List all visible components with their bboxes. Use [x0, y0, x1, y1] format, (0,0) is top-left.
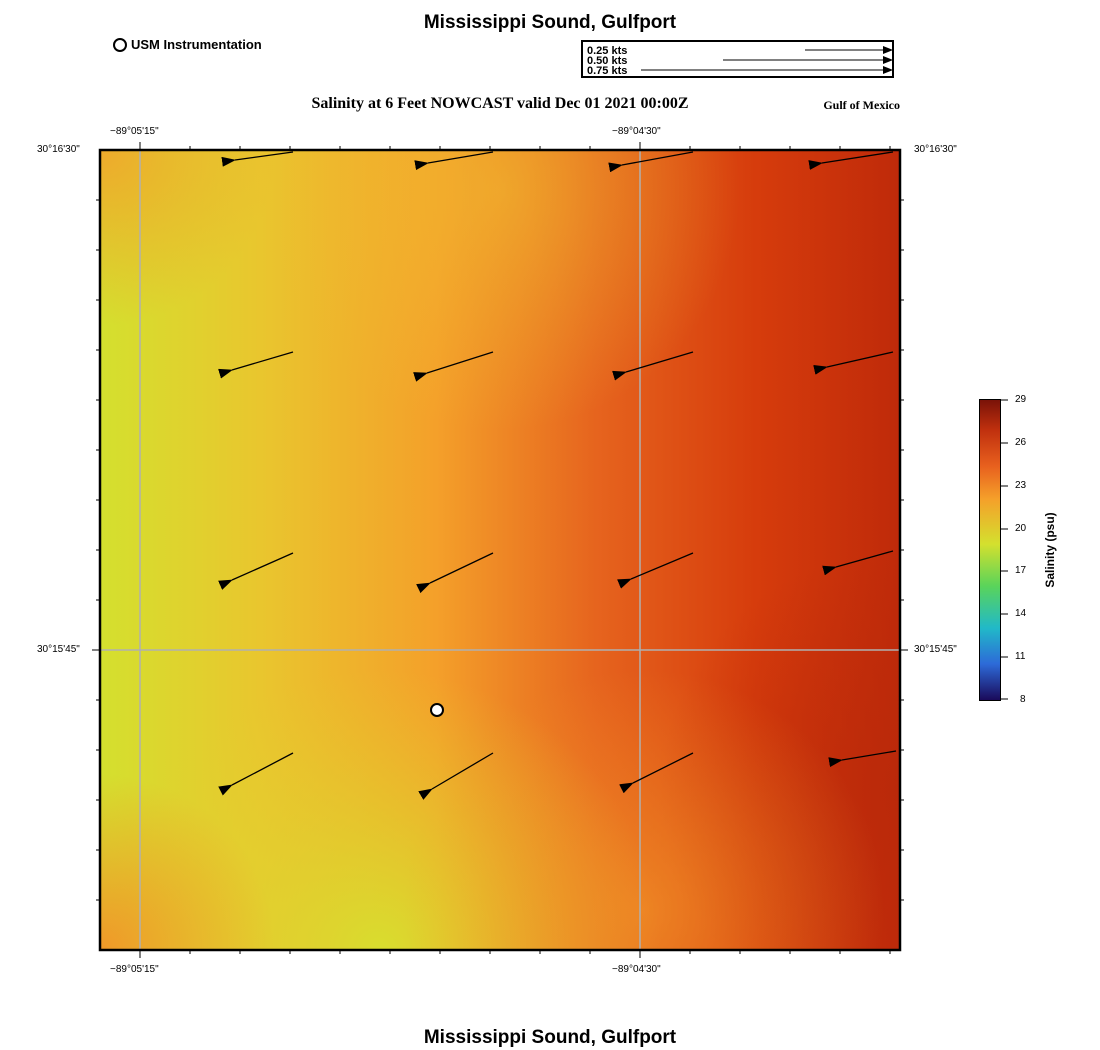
colorbar-tick-11: 11	[1015, 651, 1026, 662]
lat-label-left-2: 30°15'45"	[37, 644, 80, 655]
current-vector-r2-c1	[218, 351, 294, 379]
current-vector-r1-c3	[608, 151, 694, 173]
speed-scale-label-3: 0.75 kts	[587, 65, 628, 77]
instrumentation-legend: USM Instrumentation	[113, 37, 262, 52]
speed-scale-label-2: 0.50 kts	[587, 55, 628, 67]
current-vector-r3-c4	[822, 550, 894, 576]
current-vector-r4-c1	[218, 752, 294, 796]
colorbar-tick-marks	[1000, 399, 1008, 700]
current-vector-r2-c3	[612, 351, 694, 381]
map-subtitle: Salinity at 6 Feet NOWCAST valid Dec 01 …	[311, 95, 689, 112]
current-vector-r1-c2	[414, 151, 494, 171]
current-vector-r1-c4	[808, 151, 894, 170]
speed-scale-label-1: 0.25 kts	[587, 45, 628, 57]
salinity-colorbar	[979, 399, 1001, 701]
salinity-map	[92, 142, 908, 958]
lat-label-right-1: 30°16'30"	[914, 144, 957, 155]
speed-scale-arrows	[641, 46, 893, 74]
current-vector-r4-c4	[828, 750, 897, 768]
current-vector-r3-c3	[617, 552, 694, 589]
current-vector-r3-c2	[416, 552, 494, 594]
lon-label-top-1: −89°05'15"	[110, 126, 159, 137]
colorbar-tick-14: 14	[1015, 608, 1027, 619]
map-frame	[98, 148, 902, 952]
colorbar-tick-8: 8	[1020, 694, 1026, 705]
current-vector-r3-c1	[218, 552, 294, 590]
current-vector-r4-c3	[619, 752, 694, 794]
region-label: Gulf of Mexico	[823, 98, 900, 112]
colorbar-tick-23: 23	[1015, 480, 1027, 491]
lat-label-right-2: 30°15'45"	[914, 644, 957, 655]
colorbar-tick-29: 29	[1015, 394, 1027, 405]
colorbar-tick-17: 17	[1015, 565, 1027, 576]
current-vector-r1-c1	[221, 151, 294, 167]
footer-title: Mississippi Sound, Gulfport	[423, 1027, 677, 1048]
current-vector-r4-c2	[418, 752, 494, 800]
instrumentation-legend-label: USM Instrumentation	[131, 37, 262, 52]
current-vector-r2-c4	[813, 351, 894, 375]
speed-scale-legend: 0.25 kts 0.50 kts 0.75 kts	[581, 40, 894, 78]
lon-label-bottom-1: −89°05'15"	[110, 964, 159, 975]
station-marker-icon	[113, 37, 127, 52]
lat-label-left-1: 30°16'30"	[37, 144, 80, 155]
current-vector-r2-c2	[413, 351, 494, 382]
usm-station-marker	[430, 703, 444, 717]
colorbar-tick-26: 26	[1015, 437, 1027, 448]
colorbar-label: Salinity (psu)	[1043, 512, 1057, 588]
lon-label-top-2: −89°04'30"	[612, 126, 661, 137]
map-title: Mississippi Sound, Gulfport	[423, 12, 677, 33]
colorbar-tick-20: 20	[1015, 523, 1027, 534]
lon-label-bottom-2: −89°04'30"	[612, 964, 661, 975]
